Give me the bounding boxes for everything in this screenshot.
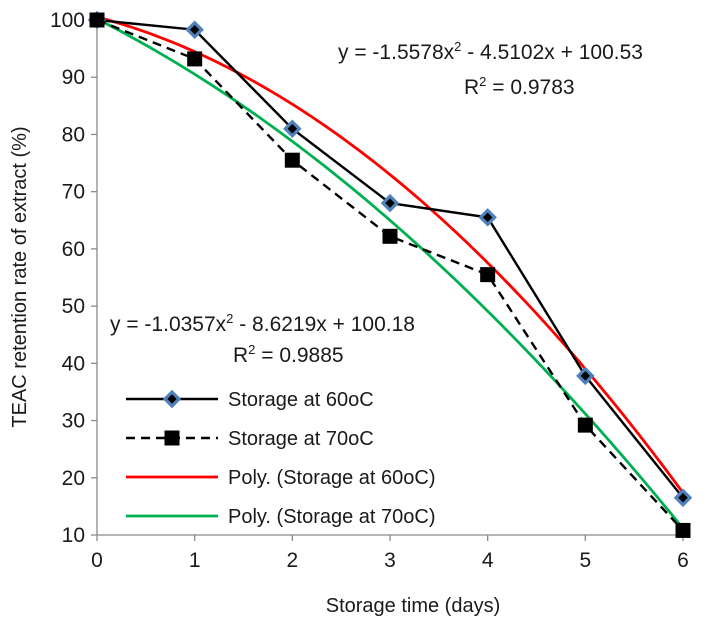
series-line [96, 18, 684, 532]
r-squared-70c: R2 = 0.9885 [233, 342, 344, 367]
square-marker [284, 152, 300, 168]
y-tick-label: 40 [62, 352, 85, 375]
legend: Storage at 60oC Storage at 70oC Poly. (Sto… [126, 389, 436, 528]
trendline [96, 17, 685, 530]
y-tick-label: 50 [62, 295, 85, 318]
x-tick-label: 4 [482, 549, 494, 572]
square-marker [382, 228, 398, 244]
legend-label: Poly. (Storage at 60oC) [228, 467, 436, 489]
diamond-marker [478, 208, 497, 227]
square-marker [577, 417, 593, 433]
trendline [96, 15, 685, 494]
y-tick-label: 70 [62, 181, 85, 204]
x-tick-label: 0 [91, 549, 103, 572]
trendlines [96, 15, 685, 530]
legend-label: Storage at 70oC [228, 428, 374, 450]
diamond-marker [380, 193, 400, 213]
y-tick-label: 30 [62, 410, 85, 433]
y-tick-label: 100 [50, 9, 85, 32]
data-series [87, 10, 693, 538]
y-axis-title: TEAC retention rate of extract (%) [9, 126, 31, 427]
y-tick-label: 20 [62, 467, 85, 490]
x-tick-label: 2 [286, 549, 298, 572]
legend-label: Storage at 60oC [228, 389, 374, 411]
legend-label: Poly. (Storage at 70oC) [228, 506, 436, 528]
r-squared-60c: R2 = 0.9783 [464, 74, 575, 99]
diamond-marker [185, 20, 204, 39]
y-tick-label: 10 [62, 524, 85, 547]
square-marker [480, 267, 496, 283]
diamond-marker [673, 488, 693, 508]
y-tick-label: 90 [62, 66, 85, 89]
diamond-marker [576, 366, 595, 386]
diamond-marker [162, 389, 182, 409]
y-tick-label: 80 [62, 123, 85, 146]
x-tick-label: 1 [189, 549, 201, 572]
square-marker [675, 522, 691, 538]
y-tick-label: 60 [62, 238, 85, 261]
x-tick-label: 5 [579, 549, 591, 572]
equation-60c: y = -1.5578x2 - 4.5102x + 100.53 [338, 39, 643, 64]
axes [96, 20, 683, 536]
y-axis-ticks: 10 20 30 40 50 60 70 80 90 100 [50, 9, 97, 547]
equation-70c: y = -1.0357x2 - 8.6219x + 100.18 [110, 311, 415, 336]
square-marker [187, 51, 203, 67]
square-marker [89, 12, 105, 28]
diamond-marker [283, 119, 302, 138]
x-tick-label: 6 [677, 549, 689, 572]
x-axis-ticks: 0 1 2 3 4 5 6 [91, 535, 689, 572]
square-marker [164, 430, 180, 446]
x-tick-label: 3 [384, 549, 396, 572]
x-axis-title: Storage time (days) [326, 595, 501, 617]
